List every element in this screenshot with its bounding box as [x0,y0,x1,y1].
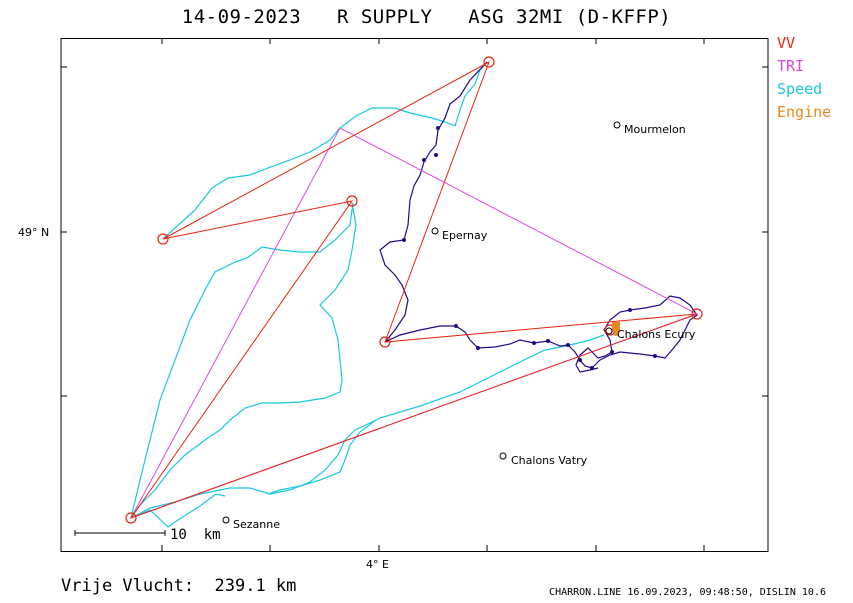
scale-label: 10 km [170,527,221,543]
place-markers [222,121,621,524]
speed-track-west [162,61,488,240]
free-flight-distance: Vrije Vlucht: 239.1 km [61,576,297,596]
scale-bar [74,530,166,536]
legend-tri: TRI [777,57,805,75]
lon-axis-label: 4° E [366,558,389,571]
axis-ticks [61,38,768,551]
vv-route [129,60,698,520]
engine-segment [612,322,620,336]
footer-credit: CHARRON.LINE 16.09.2023, 09:48:50, DISLI… [549,587,826,598]
dark-track [379,61,488,343]
legend-speed: Speed [777,80,823,98]
track-markers [402,126,657,370]
place-label-epernay: Epernay [442,229,488,242]
place-label-chalons-vatry: Chalons Vatry [511,454,588,467]
legend-engine: Engine [777,103,832,121]
lat-axis-label: 49° N [18,226,49,239]
place-label-sezanne: Sezanne [233,518,280,531]
speed-track [130,334,605,519]
place-label-chalons-ecury: Chalons Ecury [617,328,696,341]
map-frame [60,38,769,552]
vv-turnpoints [125,56,703,524]
place-label-mourmelon: Mourmelon [624,123,686,136]
chart-title: 14-09-2023 R SUPPLY ASG 32MI (D-KFFP) [181,6,672,28]
legend-vv: VV [777,34,796,52]
